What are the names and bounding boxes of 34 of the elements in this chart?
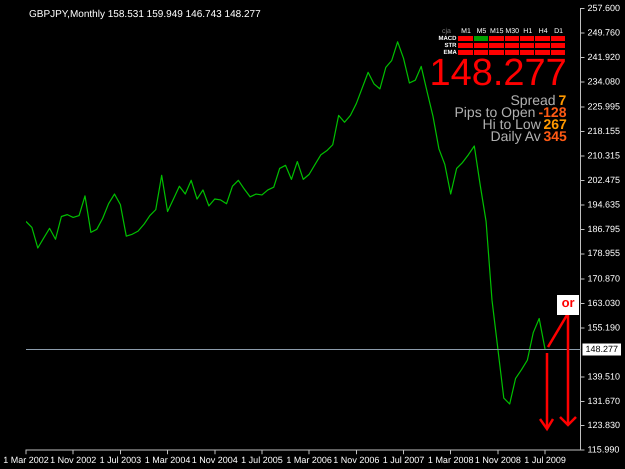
y-tick-label: 241.920 <box>587 52 620 62</box>
x-tick-label: 1 Mar 2008 <box>428 455 474 466</box>
annotation: or <box>557 295 580 316</box>
x-tick-label: 1 Mar 2006 <box>286 455 332 466</box>
y-tick-label: 163.030 <box>587 298 620 308</box>
y-tick-label: 123.830 <box>587 420 620 430</box>
y-tick-label: 202.475 <box>587 174 620 185</box>
x-tick-label: 1 Nov 2006 <box>333 455 380 466</box>
y-tick-label: 210.315 <box>587 150 620 160</box>
y-tick-label: 225.995 <box>587 101 620 112</box>
y-tick-label: 249.760 <box>587 27 620 38</box>
x-tick-label: 1 Jul 2007 <box>382 455 424 466</box>
y-tick-label: 139.510 <box>587 371 620 382</box>
y-tick-label: 131.670 <box>587 396 620 406</box>
y-tick-label: 178.955 <box>587 248 620 258</box>
x-tick-label: 1 Jul 2003 <box>100 455 142 466</box>
y-tick-label: 218.155 <box>587 126 620 136</box>
y-tick-label: 194.635 <box>587 199 620 210</box>
chart-title: GBPJPY,Monthly 158.531 159.949 146.743 148.277 <box>29 9 261 20</box>
x-tick-label: 1 Nov 2002 <box>50 455 96 466</box>
x-tick-label: 1 Mar 2004 <box>144 455 190 466</box>
x-tick-label: 1 Mar 2002 <box>3 455 49 466</box>
x-tick-label: 1 Nov 2004 <box>192 455 238 466</box>
x-tick-label: 1 Nov 2008 <box>474 455 521 466</box>
y-tick-label: 234.080 <box>587 76 620 86</box>
y-tick-label: 186.795 <box>587 224 620 234</box>
x-tick-label: 1 Jul 2009 <box>524 455 566 466</box>
x-tick-label: 1 Jul 2005 <box>241 455 283 466</box>
ref-line-label: 148.277 <box>585 344 618 354</box>
y-tick-label: 170.870 <box>587 273 620 284</box>
y-tick-label: 257.600 <box>587 2 620 13</box>
annotation: Daily Av <box>490 128 541 144</box>
y-tick-label: 115.990 <box>587 444 620 455</box>
y-tick-label: 155.190 <box>587 322 620 332</box>
